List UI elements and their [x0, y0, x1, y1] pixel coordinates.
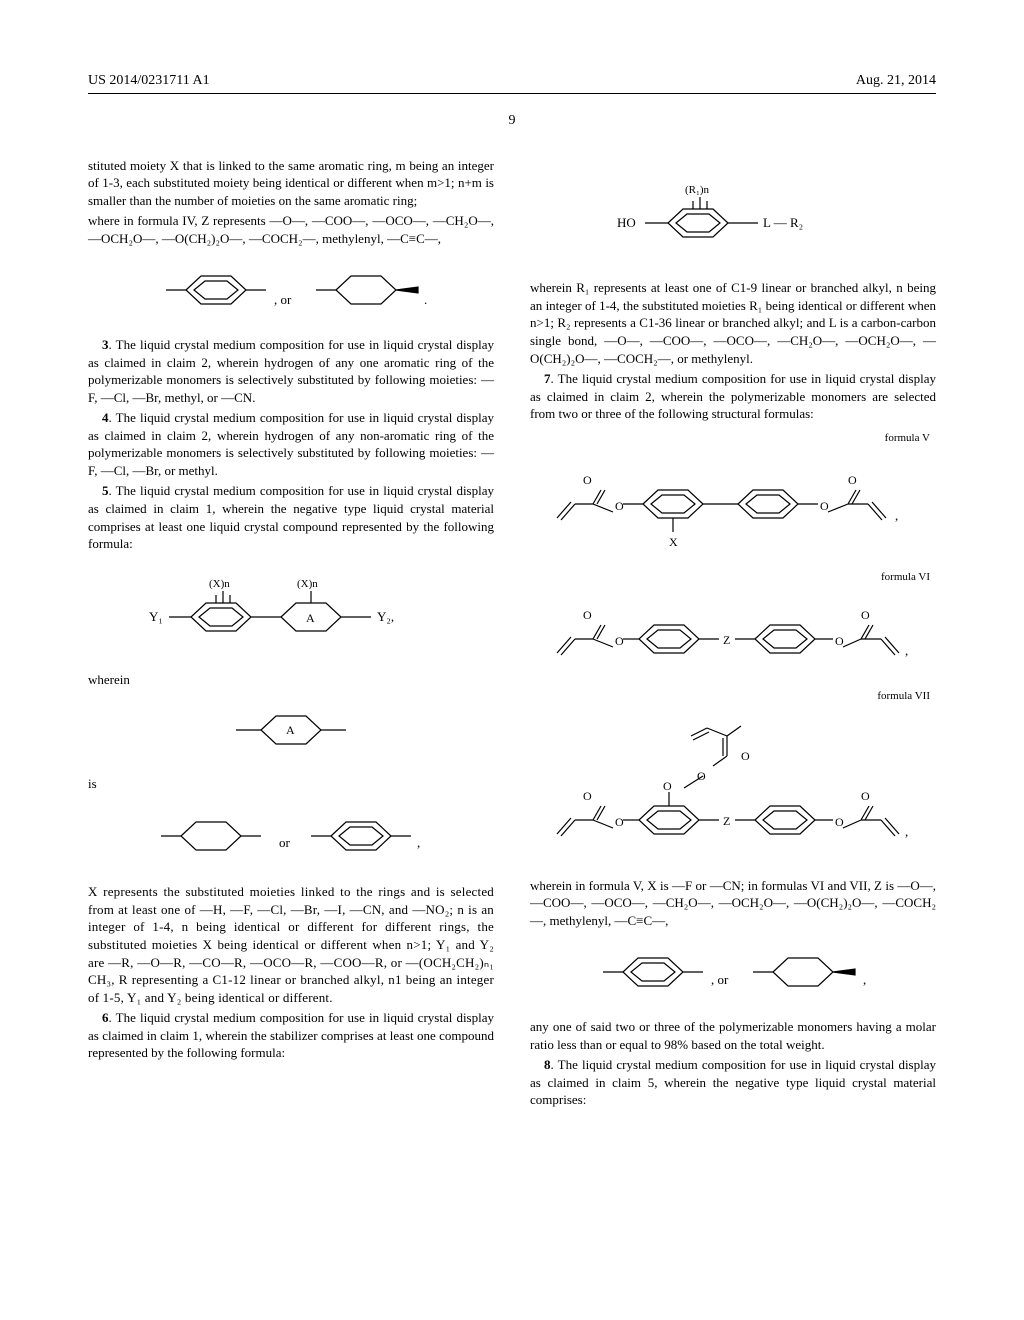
a-ring-figure: A — [88, 703, 494, 762]
two-ring-y-figure: Y₁ Y₂, A (X)n (X)n — [88, 567, 494, 658]
svg-text:L — R₂: L — R₂ — [763, 215, 803, 230]
svg-text:.: . — [424, 292, 427, 307]
svg-text:,: , — [905, 643, 908, 658]
svg-text:Z: Z — [723, 633, 730, 647]
formula-v-label: formula V — [530, 431, 930, 446]
svg-text:O: O — [615, 634, 624, 648]
x-represents: X represents the substituted moieties li… — [88, 883, 494, 1006]
svg-text:Y₁: Y₁ — [149, 609, 163, 624]
left-column: stituted moiety X that is linked to the … — [88, 157, 494, 1112]
formula-iv-text: where in formula IV, Z represents —O—, —… — [88, 212, 494, 247]
svg-text:,: , — [417, 835, 420, 850]
stabilizer-figure: HO (R₁)n L — R₂ — [530, 171, 936, 266]
cont-paragraph: stituted moiety X that is linked to the … — [88, 157, 494, 210]
doc-date: Aug. 21, 2014 — [856, 72, 936, 91]
svg-text:,: , — [905, 824, 908, 839]
claim-7-text: The liquid crystal medium composition fo… — [530, 371, 936, 421]
svg-text:,: , — [895, 508, 898, 523]
claim-8-number: 8 — [544, 1057, 551, 1072]
claim-7: 7. The liquid crystal medium composition… — [530, 370, 936, 423]
claim-3: 3. The liquid crystal medium composition… — [88, 336, 494, 406]
svg-text:,: , — [863, 972, 866, 987]
svg-text:O: O — [583, 789, 592, 803]
svg-text:Y₂,: Y₂, — [377, 609, 394, 624]
svg-text:O: O — [835, 634, 844, 648]
any-one-para: any one of said two or three of the poly… — [530, 1018, 936, 1053]
page-header: US 2014/0231711 A1 Aug. 21, 2014 — [88, 72, 936, 94]
svg-text:O: O — [861, 789, 870, 803]
claim-4-number: 4 — [102, 410, 109, 425]
svg-text:X: X — [669, 535, 678, 549]
claim-8: 8. The liquid crystal medium composition… — [530, 1056, 936, 1109]
formula-vi-label: formula VI — [530, 570, 930, 585]
phenyl-cyclohexyl-comma-figure: , or , — [530, 944, 936, 1005]
wherein-v: wherein in formula V, X is —F or —CN; in… — [530, 877, 936, 930]
svg-text:(X)n: (X)n — [297, 578, 318, 590]
svg-text:O: O — [615, 499, 624, 513]
formula-v-figure: O O O O X , — [530, 460, 936, 557]
formula-vii-label: formula VII — [530, 689, 930, 704]
is-label: is — [88, 775, 494, 793]
svg-text:O: O — [835, 815, 844, 829]
svg-text:A: A — [306, 611, 315, 625]
formula-vi-figure: O O Z O O , — [530, 599, 936, 676]
claim-4: 4. The liquid crystal medium composition… — [88, 409, 494, 479]
r1-represents: wherein R₁ represents at least one of C1… — [530, 279, 936, 367]
svg-text:HO: HO — [617, 215, 636, 230]
svg-text:(X)n: (X)n — [209, 578, 230, 590]
svg-text:Z: Z — [723, 814, 730, 828]
svg-text:O: O — [697, 769, 706, 783]
claim-6-number: 6 — [102, 1010, 109, 1025]
svg-text:O: O — [615, 815, 624, 829]
svg-text:O: O — [663, 779, 672, 793]
svg-text:, or: , or — [274, 292, 292, 307]
claim-3-number: 3 — [102, 337, 109, 352]
svg-text:, or: , or — [711, 972, 729, 987]
svg-text:(R₁)n: (R₁)n — [685, 184, 709, 196]
page-number: 9 — [88, 112, 936, 131]
claim-7-number: 7 — [544, 371, 551, 386]
claim-8-text: The liquid crystal medium composition fo… — [530, 1057, 936, 1107]
svg-text:O: O — [848, 473, 857, 487]
svg-text:A: A — [286, 723, 295, 737]
claim-6: 6. The liquid crystal medium composition… — [88, 1009, 494, 1062]
svg-text:or: or — [279, 835, 291, 850]
svg-text:O: O — [861, 608, 870, 622]
svg-text:O: O — [820, 499, 829, 513]
svg-text:O: O — [583, 608, 592, 622]
claim-5: 5. The liquid crystal medium composition… — [88, 482, 494, 552]
claim-4-text: The liquid crystal medium composition fo… — [88, 410, 494, 478]
claim-5-text: The liquid crystal medium composition fo… — [88, 483, 494, 551]
formula-vii-figure: O O Z O O O O O , — [530, 718, 936, 863]
claim-5-number: 5 — [102, 483, 109, 498]
right-column: HO (R₁)n L — R₂ wherein R₁ represents at… — [530, 157, 936, 1112]
cyclo-or-phenyl-figure: or , — [88, 807, 494, 870]
doc-number: US 2014/0231711 A1 — [88, 72, 210, 91]
svg-text:O: O — [583, 473, 592, 487]
wherein-label: wherein — [88, 671, 494, 689]
claim-6-text: The liquid crystal medium composition fo… — [88, 1010, 494, 1060]
phenyl-cyclohexyl-figure: , or . — [88, 262, 494, 323]
claim-3-text: The liquid crystal medium composition fo… — [88, 337, 494, 405]
svg-text:O: O — [741, 749, 750, 763]
